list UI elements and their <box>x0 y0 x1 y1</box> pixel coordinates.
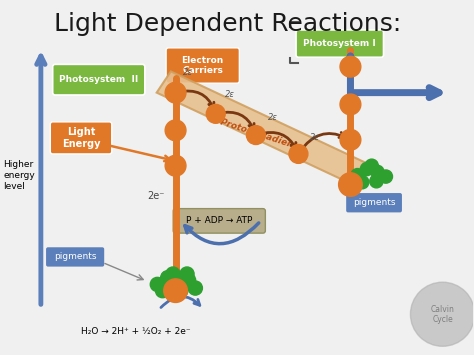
Text: P + ADP → ATP: P + ADP → ATP <box>186 217 253 225</box>
Circle shape <box>340 56 361 77</box>
Text: Proton gradient: Proton gradient <box>219 117 298 151</box>
FancyBboxPatch shape <box>166 48 239 83</box>
Circle shape <box>360 163 374 176</box>
Circle shape <box>289 144 308 163</box>
FancyBboxPatch shape <box>50 122 112 154</box>
Text: Photosystem I: Photosystem I <box>303 39 376 48</box>
Circle shape <box>206 104 225 123</box>
Circle shape <box>155 284 170 298</box>
Circle shape <box>182 273 196 287</box>
Circle shape <box>173 284 188 298</box>
Polygon shape <box>156 71 367 185</box>
Text: pigments: pigments <box>54 252 96 261</box>
Circle shape <box>340 130 361 150</box>
Circle shape <box>165 155 186 176</box>
Circle shape <box>365 159 378 172</box>
Circle shape <box>150 277 164 291</box>
Circle shape <box>161 271 175 285</box>
Circle shape <box>171 274 185 288</box>
Circle shape <box>165 120 186 141</box>
Circle shape <box>246 126 265 144</box>
Text: Calvin
Cycle: Calvin Cycle <box>431 305 455 324</box>
FancyBboxPatch shape <box>46 247 104 267</box>
Circle shape <box>340 94 361 115</box>
FancyBboxPatch shape <box>53 64 145 95</box>
FancyBboxPatch shape <box>173 209 265 233</box>
Circle shape <box>356 176 369 189</box>
Circle shape <box>338 173 362 196</box>
Text: Light
Energy: Light Energy <box>62 127 100 149</box>
Text: Photosystem  II: Photosystem II <box>59 75 138 84</box>
Text: 2ε: 2ε <box>182 68 192 77</box>
Circle shape <box>351 169 364 182</box>
Circle shape <box>166 267 180 281</box>
Circle shape <box>370 175 383 188</box>
Text: 2ε: 2ε <box>268 113 278 121</box>
Text: 2e⁻: 2e⁻ <box>147 191 164 201</box>
Text: 2ε: 2ε <box>310 133 320 142</box>
FancyBboxPatch shape <box>346 193 402 212</box>
Circle shape <box>180 267 194 281</box>
Circle shape <box>410 282 474 346</box>
Text: H₂O → 2H⁺ + ½O₂ + 2e⁻: H₂O → 2H⁺ + ½O₂ + 2e⁻ <box>81 327 190 336</box>
Text: pigments: pigments <box>353 198 395 207</box>
Circle shape <box>371 165 384 179</box>
Circle shape <box>164 279 187 302</box>
Text: Higher
energy
level: Higher energy level <box>3 159 35 191</box>
Text: Electron
Carriers: Electron Carriers <box>182 56 224 76</box>
Circle shape <box>188 281 202 295</box>
Circle shape <box>165 82 186 103</box>
Circle shape <box>379 170 392 183</box>
FancyBboxPatch shape <box>296 30 383 57</box>
Text: 2ε: 2ε <box>225 91 235 99</box>
Text: Light Dependent Reactions:: Light Dependent Reactions: <box>54 12 401 37</box>
